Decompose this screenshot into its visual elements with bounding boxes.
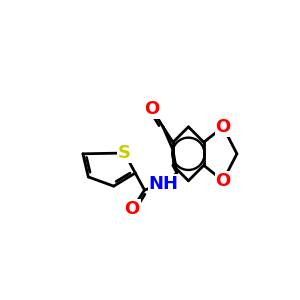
Text: NH: NH (149, 175, 179, 193)
Text: S: S (118, 144, 131, 162)
Text: O: O (215, 118, 231, 136)
Text: O: O (145, 100, 160, 118)
Text: O: O (215, 172, 231, 190)
Text: O: O (124, 200, 140, 218)
